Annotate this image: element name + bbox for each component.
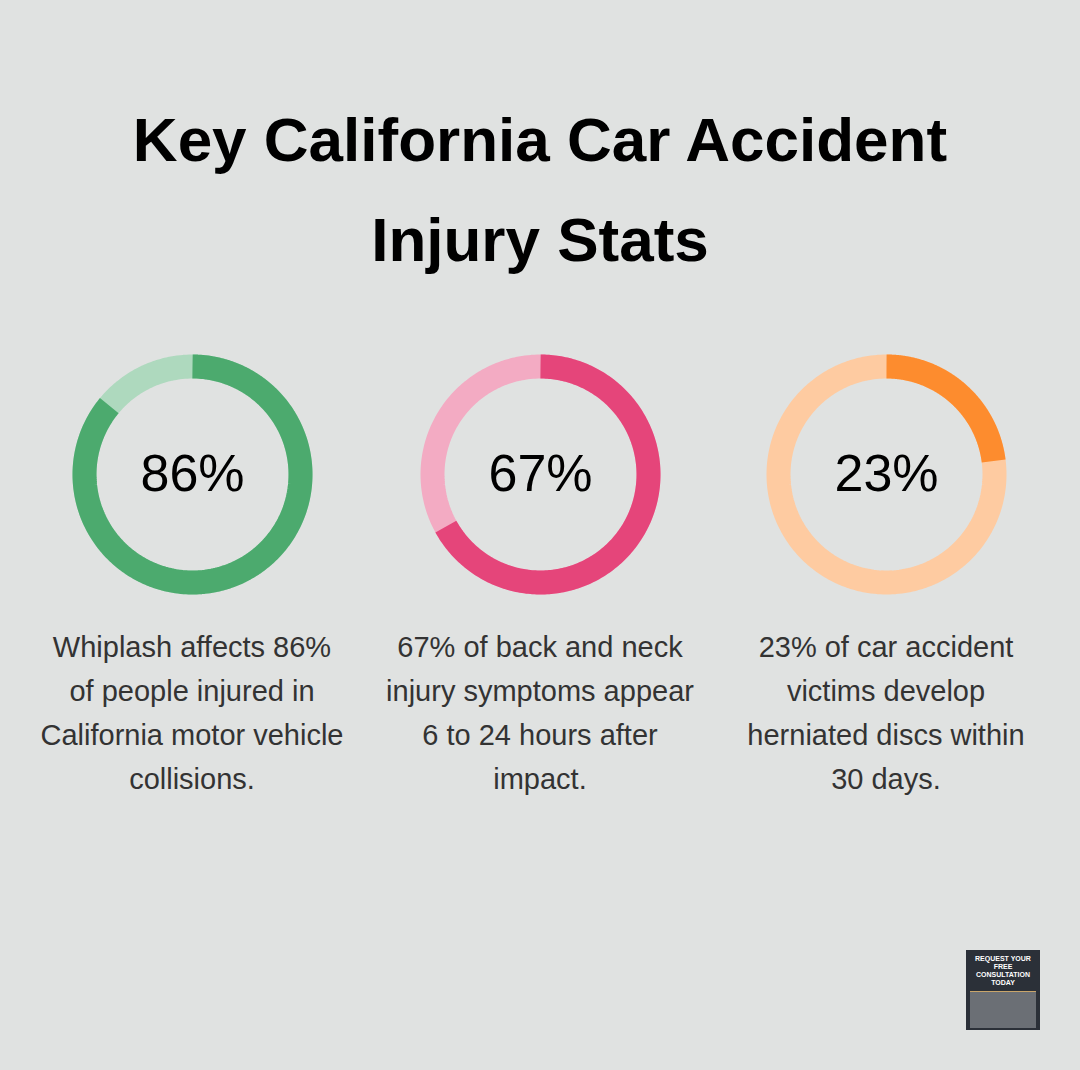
html-text:REQUEST YOUR FREE CONSULTATION: REQUEST YOUR FREE CONSULTATION TODAY (975, 955, 1031, 986)
html-text:23% of car accident victims de: 23% of car accident victims develop hern… (747, 631, 1025, 795)
html-text:Whiplash affects 86% of people: Whiplash affects 86% of people injured i… (40, 631, 344, 795)
html-text:67% of back and neck injury sy: 67% of back and neck injury symptoms app… (386, 631, 694, 795)
svg-text:67%: 67% (488, 444, 592, 502)
svg-text:86%: 86% (140, 444, 244, 502)
html-text:Key California Car Accident In: Key California Car Accident Injury Stats (132, 105, 948, 274)
svg-text:23%: 23% (834, 444, 938, 502)
